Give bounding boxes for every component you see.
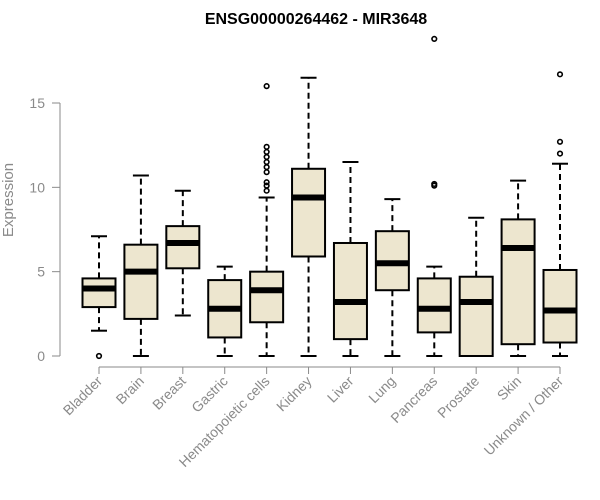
box-group bbox=[123, 174, 159, 357]
box-group bbox=[332, 161, 368, 357]
y-tick-label: 15 bbox=[29, 95, 45, 111]
box-group bbox=[458, 216, 494, 357]
x-tick-label: Breast bbox=[149, 373, 189, 413]
y-ticks: 0 5 10 15 bbox=[29, 95, 60, 364]
box bbox=[542, 268, 578, 344]
y-axis-label: Expression bbox=[0, 163, 17, 237]
box bbox=[458, 275, 494, 357]
outlier-point bbox=[556, 138, 564, 145]
outlier-point bbox=[263, 187, 270, 194]
outlier-point bbox=[263, 182, 270, 189]
y-tick-label: 10 bbox=[29, 179, 45, 195]
outlier-point bbox=[263, 158, 270, 166]
box bbox=[291, 167, 327, 258]
box-group bbox=[542, 71, 578, 357]
box-group bbox=[291, 76, 327, 357]
box bbox=[123, 243, 159, 320]
x-tick-label: Brain bbox=[113, 373, 147, 407]
box-group bbox=[500, 179, 536, 357]
x-tick-label: Prostate bbox=[434, 373, 482, 421]
x-tick-label: Skin bbox=[494, 373, 525, 404]
chart-title: ENSG00000264462 - MIR3648 bbox=[205, 11, 427, 28]
box-group bbox=[81, 235, 117, 360]
outlier-point bbox=[263, 163, 270, 171]
y-tick-label: 5 bbox=[37, 264, 45, 280]
outlier-point bbox=[556, 150, 564, 157]
x-tick-label: Lung bbox=[365, 373, 398, 406]
outlier-point bbox=[263, 169, 270, 176]
outlier-point bbox=[431, 35, 438, 43]
plot-area bbox=[81, 35, 578, 360]
x-tick-label: Unknown / Other bbox=[481, 373, 567, 459]
box bbox=[416, 277, 452, 334]
box-group bbox=[249, 83, 285, 357]
outlier-point bbox=[263, 83, 270, 90]
y-tick-label: 0 bbox=[37, 348, 45, 364]
box-group bbox=[416, 35, 452, 357]
x-tick-label: Bladder bbox=[60, 373, 106, 419]
x-tick-label: Pancreas bbox=[387, 373, 440, 426]
box-group bbox=[165, 189, 201, 317]
box bbox=[165, 225, 201, 270]
x-tick-label: Liver bbox=[324, 373, 357, 406]
box bbox=[332, 241, 368, 341]
box bbox=[81, 277, 117, 309]
outlier-point bbox=[263, 179, 270, 186]
outlier-point bbox=[95, 352, 103, 360]
outlier-point bbox=[431, 180, 438, 188]
outlier-point bbox=[263, 148, 270, 156]
outlier-point bbox=[556, 71, 564, 78]
outlier-point bbox=[263, 143, 270, 150]
x-tick-label: Kidney bbox=[273, 373, 315, 415]
box-group bbox=[207, 265, 243, 357]
box bbox=[249, 270, 285, 324]
box-group bbox=[374, 198, 410, 357]
box bbox=[500, 218, 536, 346]
outlier-point bbox=[263, 153, 270, 161]
